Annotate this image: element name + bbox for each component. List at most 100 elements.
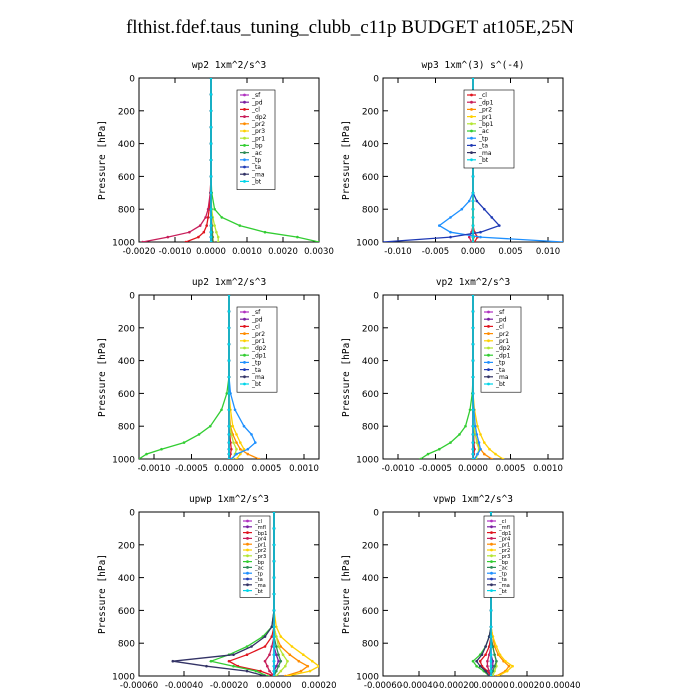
series-line-dp1	[139, 295, 230, 459]
series-point-bt	[209, 216, 213, 219]
series-point-pr1	[488, 447, 491, 451]
x-tick-label: 0.00000	[256, 681, 291, 691]
series-point-dp2	[475, 441, 479, 444]
legend-marker	[470, 115, 473, 118]
series-point-tp	[449, 216, 452, 219]
series-point-tp	[561, 240, 563, 242]
series-point-pr2	[498, 653, 502, 656]
series-point-bt	[471, 359, 475, 362]
series-point-pr1	[284, 674, 287, 676]
legend-marker	[487, 368, 490, 371]
series-point-pr3	[277, 645, 280, 648]
x-tick-label: 0.0000	[214, 464, 244, 474]
series-point-bt	[272, 674, 276, 676]
series-point-ma	[263, 635, 267, 638]
series-point-dp1	[160, 447, 163, 451]
legend-label: _pr2	[478, 107, 492, 114]
legend-label: _ta	[251, 164, 261, 171]
series-point-bt	[209, 235, 213, 239]
series-point-tp	[449, 230, 452, 234]
series-point-bt	[471, 240, 475, 242]
series-point-tp	[477, 441, 481, 444]
series-point-bt	[471, 235, 475, 239]
series-point-pr4	[268, 669, 271, 673]
legend-marker	[246, 554, 249, 558]
series-point-pr3	[286, 659, 289, 663]
series-point-pr1	[242, 447, 246, 451]
x-tick-label: -0.005	[422, 247, 449, 257]
legend-marker	[243, 180, 246, 183]
y-axis-label: Pressure [hPa]	[97, 554, 108, 634]
series-point-pr3	[284, 664, 287, 668]
series-point-pr2	[490, 457, 494, 459]
series-point-bp	[296, 235, 299, 239]
series-point-pr1	[235, 433, 238, 436]
legend-label: _pr2	[254, 548, 266, 554]
series-point-ta	[383, 240, 385, 242]
series-point-dp2	[204, 216, 207, 219]
series-point-bt	[209, 125, 213, 129]
series-point-bt	[489, 664, 493, 668]
legend-marker	[243, 172, 246, 176]
x-tick-label: 0.00000	[473, 681, 508, 691]
chart-panel-6: vpwp 1xm^2/s^302004006008001000-0.00060-…	[341, 494, 581, 691]
legend-marker	[243, 129, 246, 133]
series-point-bp1	[270, 635, 274, 638]
legend-label: _tp	[251, 360, 261, 367]
series-point-bt	[272, 512, 276, 514]
series-point-bp	[263, 230, 267, 234]
legend-marker	[470, 144, 473, 147]
y-tick-label: 0	[373, 292, 379, 302]
y-axis-label: Pressure [hPa]	[97, 120, 108, 200]
legend-marker	[243, 100, 246, 104]
series-point-dp1	[426, 452, 430, 456]
series-point-bt	[227, 326, 231, 330]
legend-marker	[490, 531, 493, 534]
series-point-dp1	[145, 452, 148, 456]
series-point-pr1	[239, 441, 242, 444]
series-point-ta	[479, 230, 482, 234]
legend-marker	[487, 353, 490, 357]
y-tick-label: 1000	[112, 456, 135, 466]
series-point-cl	[206, 216, 210, 219]
series-point-cl	[184, 240, 188, 242]
series-point-bt	[489, 659, 493, 663]
series-point-bt	[471, 216, 475, 219]
legend-marker	[243, 93, 246, 97]
legend-marker	[490, 560, 493, 563]
series-point-bt	[209, 109, 213, 113]
series-point-tp	[242, 424, 246, 428]
legend-label: _bp	[251, 143, 263, 150]
legend-label: _bt	[251, 179, 262, 186]
y-tick-label: 400	[118, 357, 135, 367]
series-point-bt	[272, 659, 276, 663]
series-point-pr2	[504, 659, 507, 663]
series-point-pr2	[511, 664, 514, 668]
series-point-dp1	[220, 408, 223, 412]
series-point-ac	[491, 669, 495, 673]
legend-label: _ta	[478, 143, 488, 150]
series-point-bt	[272, 625, 276, 629]
legend: _cl_dp1_pr2_pr1_bp1_ac_tp_ta_ma_bt	[463, 89, 515, 169]
series-point-ac	[493, 653, 496, 656]
series-point-tp	[474, 424, 477, 428]
series-point-bt	[471, 191, 475, 195]
legend-marker	[243, 317, 246, 321]
series-point-bt	[227, 424, 231, 428]
series-point-ac	[491, 645, 495, 648]
series-point-pr2	[308, 669, 312, 673]
x-tick-label: -0.00040	[165, 681, 203, 691]
series-point-bt	[471, 452, 475, 456]
series-point-bt	[471, 342, 475, 346]
legend-label: _tp	[478, 135, 488, 142]
legend-marker	[490, 548, 493, 552]
series-point-ma	[270, 625, 274, 629]
legend-box	[480, 306, 522, 393]
series-point-bt	[471, 441, 475, 444]
legend-label: _cl	[478, 92, 487, 99]
series-point-bt	[471, 199, 475, 203]
series-point-pr1	[279, 645, 283, 648]
series-point-bt	[471, 424, 475, 428]
series-point-dp2	[206, 207, 210, 211]
series-point-bt	[489, 635, 493, 638]
